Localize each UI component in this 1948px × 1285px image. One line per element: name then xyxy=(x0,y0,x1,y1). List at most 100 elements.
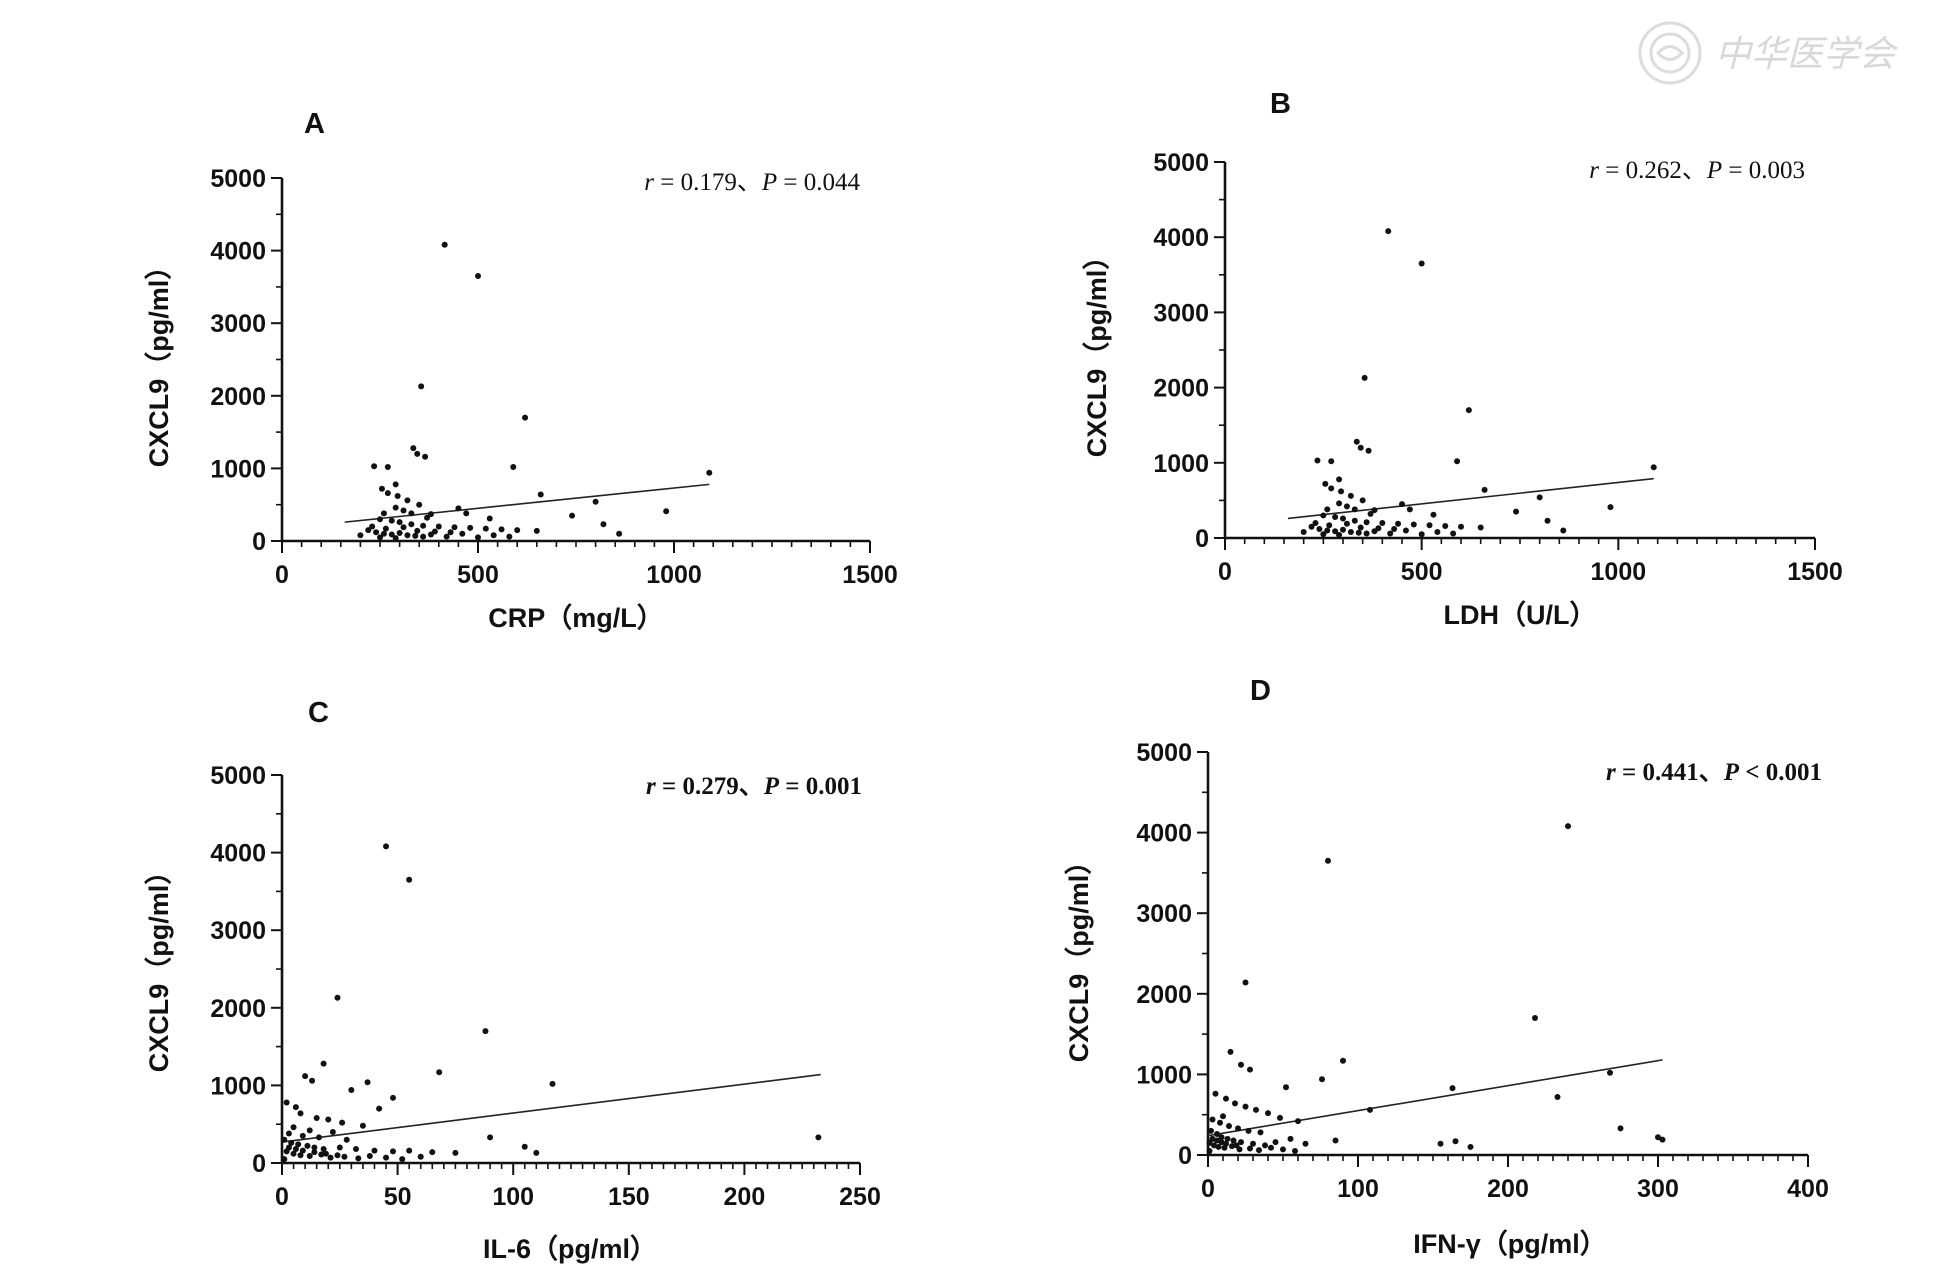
data-point xyxy=(334,1152,341,1159)
data-point xyxy=(1218,1134,1225,1141)
data-point xyxy=(399,1156,406,1163)
data-point xyxy=(1214,1137,1220,1144)
data-point xyxy=(815,1134,822,1141)
data-point xyxy=(1218,1139,1225,1146)
data-point xyxy=(1351,506,1358,513)
regression-line xyxy=(1287,477,1654,520)
data-point xyxy=(463,510,470,517)
data-point xyxy=(283,1099,290,1106)
data-point xyxy=(424,514,431,521)
data-point xyxy=(1336,500,1343,507)
data-point xyxy=(414,450,421,457)
data-point xyxy=(1565,823,1571,830)
data-point xyxy=(706,469,713,476)
y-tick-label: 3000 xyxy=(1136,900,1192,928)
data-point xyxy=(355,1155,362,1162)
data-point xyxy=(1544,517,1551,524)
x-tick-label: 500 xyxy=(1401,558,1443,586)
data-point xyxy=(377,534,383,541)
data-point xyxy=(1426,522,1433,529)
data-point xyxy=(400,507,407,514)
data-point xyxy=(366,1153,373,1160)
data-point xyxy=(663,508,670,515)
data-point xyxy=(1250,1140,1256,1147)
y-tick-label: 0 xyxy=(1195,525,1209,553)
x-tick-label: 250 xyxy=(839,1183,881,1211)
data-point xyxy=(1235,1125,1241,1132)
data-point xyxy=(380,510,387,517)
data-point xyxy=(290,1150,297,1157)
x-axis-title: IL-6（pg/ml） xyxy=(483,1234,657,1264)
data-point xyxy=(1351,517,1358,524)
data-point xyxy=(1268,1144,1274,1151)
y-tick-label: 4000 xyxy=(210,840,266,868)
data-point xyxy=(1223,1095,1229,1102)
data-point xyxy=(1227,1048,1234,1055)
data-point xyxy=(1402,527,1409,534)
data-point xyxy=(1477,524,1484,531)
data-point xyxy=(1238,1061,1244,1068)
y-tick-label: 4000 xyxy=(210,238,266,266)
data-point xyxy=(1280,1146,1286,1153)
data-point xyxy=(329,1128,336,1135)
data-point xyxy=(537,491,544,498)
data-point xyxy=(1214,1131,1220,1138)
data-point xyxy=(1242,979,1249,986)
data-point xyxy=(1340,1057,1346,1064)
data-point xyxy=(1283,1084,1289,1091)
data-point xyxy=(1340,515,1346,522)
data-point xyxy=(1220,1113,1226,1120)
data-point xyxy=(285,1130,292,1137)
y-axis-title: CXCL9（pg/ml） xyxy=(1082,243,1112,458)
data-point xyxy=(408,521,415,528)
data-point xyxy=(1230,1137,1237,1144)
y-tick-label: 2000 xyxy=(210,383,266,411)
y-tick-label: 1000 xyxy=(1153,450,1209,478)
y-tick-label: 3000 xyxy=(210,310,266,338)
data-point xyxy=(1363,519,1370,526)
data-point xyxy=(313,1114,320,1121)
data-point xyxy=(1209,1116,1216,1123)
data-point xyxy=(348,1087,355,1094)
data-point xyxy=(318,1151,325,1158)
x-tick-label: 0 xyxy=(275,561,289,589)
data-point xyxy=(1223,1140,1229,1147)
data-point xyxy=(1655,1134,1661,1141)
data-point xyxy=(396,519,403,526)
data-point xyxy=(1238,1139,1244,1146)
data-point xyxy=(1442,522,1449,529)
data-point xyxy=(1340,526,1346,533)
data-point xyxy=(311,1149,318,1156)
data-point xyxy=(447,529,454,536)
data-point xyxy=(382,525,389,532)
y-tick-label: 2000 xyxy=(1136,981,1192,1009)
data-point xyxy=(549,1080,556,1087)
data-point xyxy=(482,525,489,532)
data-point xyxy=(400,524,407,531)
data-point xyxy=(467,524,474,531)
data-point xyxy=(1418,260,1425,267)
y-tick-label: 5000 xyxy=(210,165,266,193)
data-point xyxy=(352,1146,359,1153)
y-tick-label: 1000 xyxy=(210,1072,266,1100)
y-tick-label: 2000 xyxy=(210,995,266,1023)
x-tick-label: 50 xyxy=(384,1183,412,1211)
data-point xyxy=(459,530,466,537)
data-point xyxy=(475,534,481,541)
data-point xyxy=(514,527,521,534)
data-point xyxy=(392,535,399,542)
data-point xyxy=(1458,523,1464,530)
data-point xyxy=(533,527,540,534)
data-point xyxy=(1212,1090,1219,1097)
data-point xyxy=(281,1136,288,1143)
data-point xyxy=(1450,530,1457,537)
data-point xyxy=(1245,1127,1252,1134)
data-point xyxy=(1312,519,1319,526)
y-tick-label: 3000 xyxy=(210,917,266,945)
data-point xyxy=(451,524,458,531)
panel-b: B CXCL9（pg/ml） LDH（U/L） r = 0.262、P = 0.… xyxy=(1082,88,1843,630)
data-point xyxy=(1395,520,1402,527)
data-point xyxy=(1560,527,1567,534)
data-point xyxy=(1215,1143,1222,1150)
